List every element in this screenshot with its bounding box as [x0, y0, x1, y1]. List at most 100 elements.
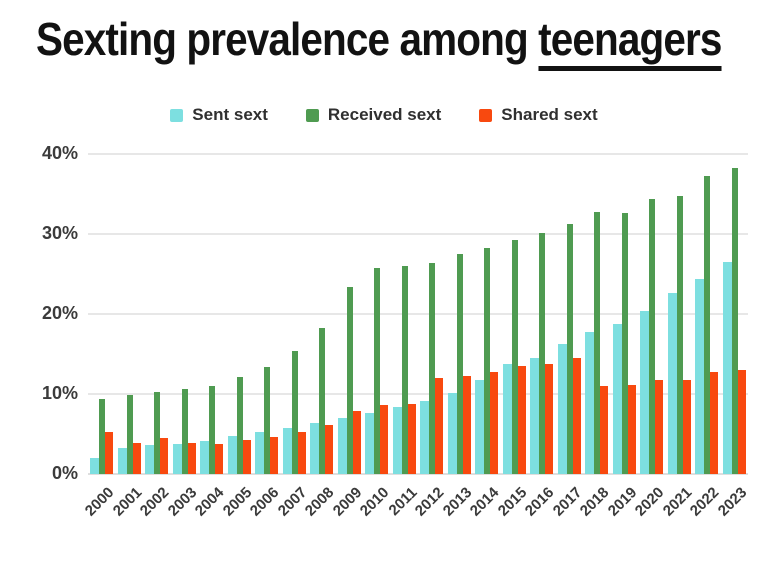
bar-group-2007 [281, 154, 309, 474]
x-tick-2017: 2017 [549, 484, 586, 520]
bar-shared-2012 [435, 378, 444, 474]
x-tick-2005: 2005 [219, 484, 256, 520]
y-tick-0: 0% [51, 463, 78, 483]
bar-shared-2014 [490, 371, 499, 474]
gridline-30 [88, 233, 748, 235]
bar-group-2023 [721, 154, 749, 474]
bar-sent-2023 [722, 262, 732, 474]
bar-received-2013 [456, 254, 463, 474]
x-tick-2000: 2000 [82, 484, 118, 520]
bar-sent-2001 [117, 447, 127, 474]
x-tick-2015: 2015 [494, 484, 531, 520]
bar-received-2010 [374, 267, 381, 474]
x-tick-2006: 2006 [247, 484, 283, 520]
x-tick-2008: 2008 [302, 484, 338, 520]
bar-sent-2022 [695, 278, 705, 474]
x-tick-2010: 2010 [357, 484, 393, 520]
bar-shared-2022 [710, 372, 719, 474]
plot-area [88, 153, 748, 475]
bar-received-2006 [264, 366, 271, 474]
bar-received-2007 [291, 350, 298, 474]
bar-received-2001 [126, 394, 133, 474]
bar-received-2005 [236, 377, 243, 474]
bar-group-2010 [363, 154, 391, 474]
gridline-40 [88, 153, 748, 155]
bar-shared-2005 [242, 440, 251, 474]
gridline-10 [88, 393, 748, 395]
y-tick-40: 40% [41, 143, 78, 163]
bar-group-2005 [226, 154, 254, 474]
bar-shared-2023 [737, 370, 746, 474]
gridline-0 [88, 473, 748, 475]
bar-sent-2018 [585, 331, 595, 474]
bar-sent-2013 [447, 393, 457, 474]
bar-shared-2011 [407, 403, 416, 474]
chart-title-underlined: teenagers [538, 13, 722, 71]
bar-shared-2000 [105, 432, 114, 474]
bar-received-2009 [346, 286, 353, 474]
x-tick-2014: 2014 [467, 484, 503, 520]
bar-shared-2006 [270, 437, 279, 474]
bar-group-2017 [556, 154, 584, 474]
bar-sent-2020 [640, 310, 650, 474]
bar-received-2023 [731, 168, 738, 474]
bar-sent-2014 [475, 379, 485, 474]
bar-group-2015 [501, 154, 529, 474]
bar-received-2000 [99, 398, 106, 474]
x-tick-2002: 2002 [137, 484, 173, 520]
bar-received-2011 [401, 266, 408, 474]
bar-received-2008 [319, 328, 326, 474]
bar-shared-2013 [462, 375, 471, 474]
bar-received-2016 [539, 233, 546, 474]
legend-item-sent: Sent sext [170, 105, 268, 125]
bar-group-2013 [446, 154, 474, 474]
y-axis: 0% 10% 20% 30% 40% [0, 0, 80, 576]
bar-shared-2021 [682, 379, 691, 474]
x-tick-2023: 2023 [714, 484, 751, 520]
x-tick-2004: 2004 [192, 484, 228, 520]
bar-received-2004 [209, 386, 216, 474]
page-title: Sexting prevalence among teenagers [36, 12, 722, 71]
bar-shared-2002 [160, 438, 169, 474]
bar-sent-2010 [365, 413, 375, 474]
bar-received-2003 [181, 389, 188, 474]
bar-shared-2015 [517, 366, 526, 474]
bar-group-2002 [143, 154, 171, 474]
bar-shared-2004 [215, 443, 224, 474]
x-tick-2012: 2012 [412, 484, 448, 520]
legend-swatch-received [305, 108, 319, 122]
bar-received-2019 [621, 213, 628, 474]
bar-received-2002 [154, 392, 161, 474]
bar-shared-2001 [132, 442, 141, 474]
bar-received-2018 [594, 211, 601, 474]
bar-shared-2008 [325, 425, 334, 474]
x-tick-2018: 2018 [577, 484, 613, 520]
bar-shared-2007 [297, 432, 306, 474]
bar-sent-2017 [557, 343, 567, 474]
bar-shared-2018 [600, 386, 609, 474]
bar-sent-2021 [667, 293, 677, 474]
bar-sent-2011 [392, 406, 402, 474]
legend-item-shared: Shared sext [479, 105, 598, 125]
bar-shared-2017 [572, 358, 581, 474]
legend-label-shared: Shared sext [501, 105, 598, 124]
bar-received-2017 [566, 223, 573, 474]
bar-received-2020 [649, 198, 656, 474]
x-tick-2020: 2020 [632, 484, 668, 520]
bar-sent-2003 [172, 443, 182, 474]
bar-group-2001 [116, 154, 144, 474]
legend-label-sent: Sent sext [192, 105, 268, 124]
y-tick-20: 20% [41, 303, 78, 323]
bar-shared-2016 [545, 363, 554, 474]
bar-groups [88, 154, 748, 474]
bar-received-2014 [484, 248, 491, 474]
bar-group-2018 [583, 154, 611, 474]
bar-sent-2002 [145, 445, 155, 474]
chart-legend: Sent sext Received sext Shared sext [0, 105, 768, 125]
x-tick-2022: 2022 [687, 484, 723, 520]
bar-received-2012 [429, 262, 436, 474]
bar-sent-2009 [337, 418, 347, 474]
legend-swatch-shared [479, 108, 493, 122]
bar-sent-2006 [255, 432, 265, 474]
bar-sent-2008 [310, 422, 320, 474]
